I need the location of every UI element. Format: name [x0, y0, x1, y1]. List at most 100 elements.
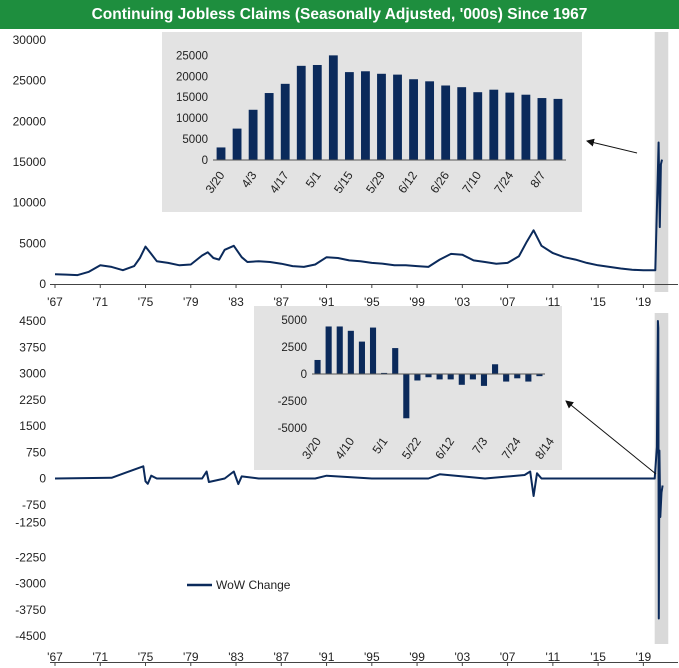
- inset-y-tick-label: 2500: [281, 342, 307, 354]
- series-line: [54, 141, 663, 277]
- inset-bar: [457, 87, 467, 160]
- x-tick-label: '75: [138, 650, 154, 664]
- inset-bar: [358, 341, 365, 374]
- x-tick-label: '07: [500, 650, 516, 664]
- series-line: [54, 320, 664, 620]
- inset-bar: [409, 79, 418, 160]
- inset-bar: [414, 374, 421, 381]
- y-tick-label: 5000: [19, 236, 46, 250]
- inset-bar: [369, 327, 377, 374]
- inset-y-tick-label: 25000: [176, 50, 208, 62]
- inset-bar: [536, 374, 543, 377]
- x-tick-label: '71: [92, 295, 108, 309]
- inset-bar: [525, 374, 532, 382]
- inset-bar: [436, 374, 443, 380]
- x-tick-label: '19: [636, 295, 652, 309]
- inset-bar: [553, 98, 563, 160]
- x-tick-label: '67: [47, 650, 63, 664]
- inset-bar: [296, 65, 306, 160]
- x-tick-label: '79: [183, 650, 199, 664]
- y-tick-label: -4500: [15, 629, 46, 643]
- inset-bar: [537, 98, 547, 160]
- x-tick-label: '87: [273, 295, 289, 309]
- inset-y-tick-label: 10000: [176, 113, 208, 125]
- y-tick-label: 4500: [19, 314, 46, 328]
- inset-y-tick-label: 15000: [176, 92, 208, 104]
- inset-bar: [248, 109, 258, 160]
- y-tick-label: -750: [22, 498, 46, 512]
- x-axis-labels: '67 '71 '75 '79 '83 '87 '91 '95 '99 '03 '07 '11 '15 '…: [47, 650, 652, 666]
- x-tick-label: '99: [409, 650, 425, 664]
- inset-bar: [314, 359, 321, 374]
- x-tick-label: '91: [319, 295, 335, 309]
- inset-bar: [473, 92, 483, 160]
- top-panel: 0 5000 10000 15000 20000 25000 30000 '67 '71 '75 '…: [13, 32, 678, 309]
- inset-bar: [312, 64, 322, 160]
- x-tick-label: '95: [364, 295, 380, 309]
- y-tick-label: -2250: [15, 550, 46, 564]
- x-tick-label: '83: [228, 650, 244, 664]
- y-tick-label: 15000: [13, 155, 47, 169]
- legend: WoW Change: [187, 578, 291, 592]
- x-tick-label: '11: [545, 650, 560, 664]
- inset-bar: [336, 326, 343, 374]
- inset-bar: [489, 89, 499, 160]
- y-axis-labels: 4500 3750 3000 2250 1500 750 0 -750 -1250 -2250 -3…: [15, 314, 46, 643]
- y-tick-label: -3750: [15, 603, 46, 617]
- inset-bar: [425, 81, 435, 160]
- inset-y-tick-label: -5000: [278, 423, 307, 435]
- inset-bar: [521, 94, 531, 160]
- inset-y-tick-label: 20000: [176, 71, 208, 83]
- inset-bar: [264, 93, 274, 160]
- x-tick-label: '75: [138, 295, 154, 309]
- x-tick-label: '03: [455, 295, 471, 309]
- inset-y-tick-label: -2500: [278, 396, 307, 408]
- inset-bar: [232, 128, 242, 160]
- y-tick-label: 1500: [19, 419, 46, 433]
- y-tick-label: 3750: [19, 340, 46, 354]
- inset-bar: [381, 372, 388, 374]
- inset-bar: [505, 92, 515, 160]
- inset-bar: [492, 364, 499, 374]
- y-tick-label: 3000: [19, 367, 46, 381]
- x-tick-label: '07: [500, 295, 516, 309]
- y-tick-label: 20000: [13, 114, 47, 128]
- chart-title: Continuing Jobless Claims (Seasonally Ad…: [0, 0, 679, 29]
- inset-y-tick-label: 0: [202, 155, 208, 167]
- x-tick-label: '83: [228, 295, 244, 309]
- y-tick-label: 750: [26, 445, 46, 459]
- x-tick-label: '11: [545, 295, 560, 309]
- x-tick-label: '91: [319, 650, 335, 664]
- x-tick-label: '87: [273, 650, 289, 664]
- inset-bar: [458, 374, 465, 385]
- callout-arrow: [565, 400, 657, 475]
- inset-bar: [425, 374, 432, 378]
- x-axis-labels: '67 '71 '75 '79 '83 '87 '91 '95 '99 '03 '07 '11 '15 '…: [47, 284, 652, 309]
- inset-y-tick-label: 0: [301, 369, 307, 381]
- y-tick-label: 2250: [19, 393, 46, 407]
- y-tick-label: -1250: [15, 515, 46, 529]
- inset-bar: [480, 374, 488, 386]
- inset-y-tick-label: 5000: [182, 134, 208, 146]
- inset-bar: [447, 374, 454, 380]
- inset-bar: [377, 73, 386, 160]
- inset-bar: [216, 147, 226, 160]
- inset-bar: [347, 330, 354, 374]
- x-tick-label: '19: [636, 650, 652, 664]
- inset-bar: [361, 71, 370, 160]
- inset-bar: [344, 72, 354, 160]
- inset-bar: [328, 55, 338, 160]
- y-tick-label: 30000: [13, 33, 47, 47]
- inset-bar: [393, 74, 402, 160]
- inset-y-tick-label: 5000: [281, 315, 307, 327]
- inset-bar: [469, 374, 476, 380]
- x-tick-label: '99: [409, 295, 425, 309]
- y-tick-label: 10000: [13, 196, 47, 210]
- x-tick-label: '79: [183, 295, 199, 309]
- x-tick-label: '95: [364, 650, 380, 664]
- x-tick-label: '67: [47, 295, 63, 309]
- legend-label: WoW Change: [216, 578, 291, 592]
